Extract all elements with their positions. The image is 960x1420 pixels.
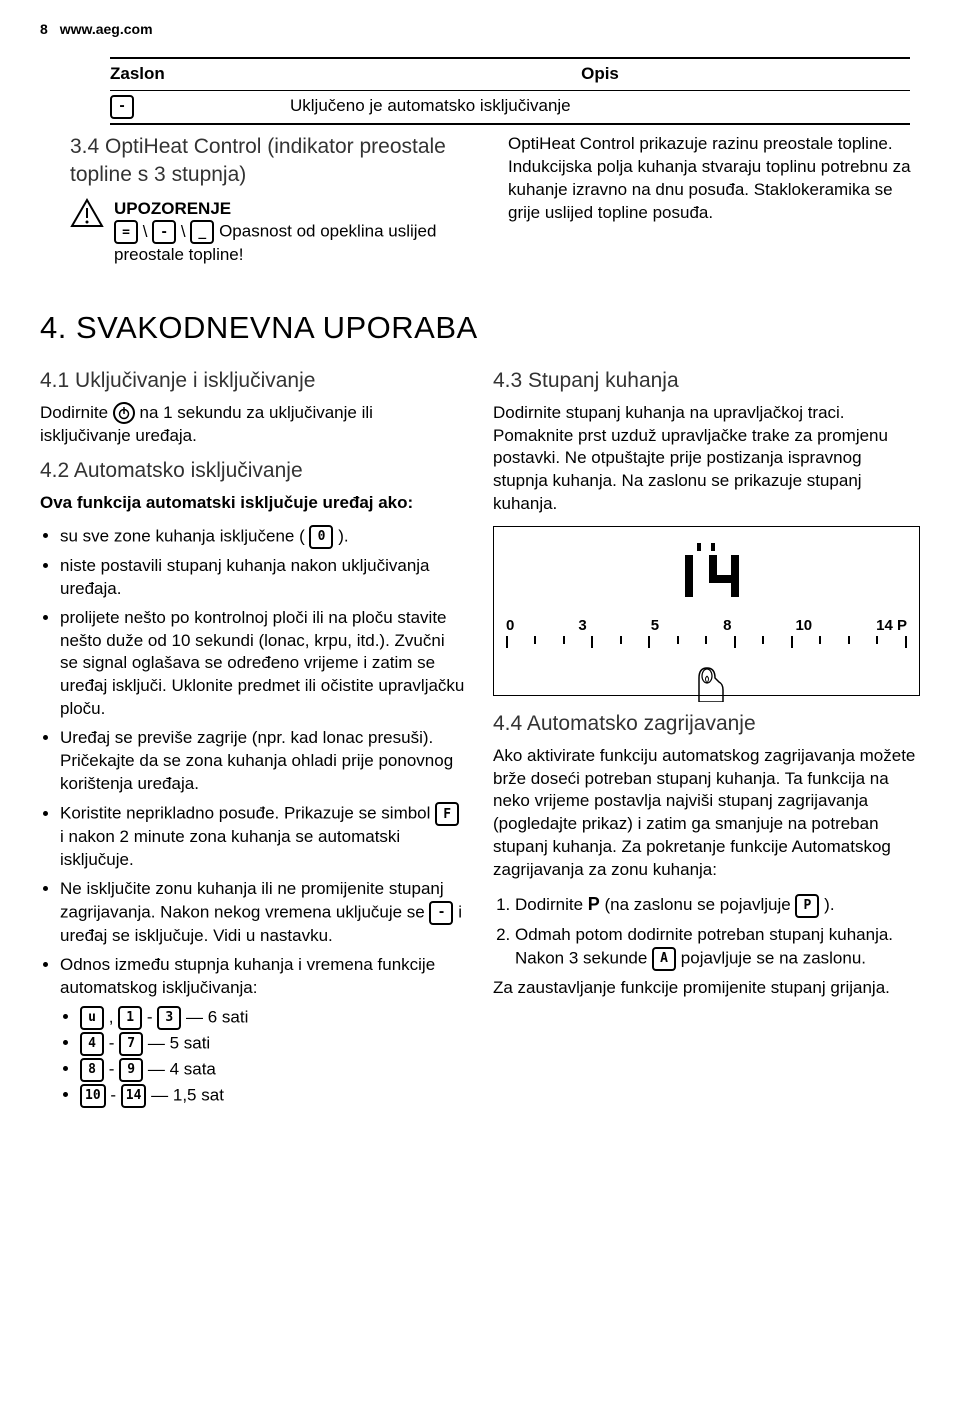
power-icon [113, 402, 135, 424]
td-symbol: - [110, 95, 290, 119]
list-item: Dodirnite P (na zaslonu se pojavljuje P … [515, 892, 920, 918]
ol2b: pojavljuje se na zaslonu. [681, 948, 866, 967]
section-4-4-steps: Dodirnite P (na zaslonu se pojavljuje P … [493, 892, 920, 970]
heat-display: 0 3 5 8 10 14 P [493, 526, 920, 696]
li5b: i nakon 2 minute zona kuhanja se automat… [60, 827, 400, 869]
list-item: Koristite neprikladno posuđe. Prikazuje … [60, 802, 467, 872]
warning-triangle-icon [70, 198, 104, 228]
ol1b: (na zaslonu se pojavljuje [605, 895, 796, 914]
s1t: — 6 sati [186, 1007, 248, 1026]
warning-label: UPOZORENJE [114, 198, 482, 221]
th-opis: Opis [290, 63, 910, 86]
symbol-dash: - [110, 95, 134, 119]
li1a: su sve zone kuhanja isključene ( [60, 526, 309, 545]
ol1c: ). [824, 895, 834, 914]
li5a: Koristite neprikladno posuđe. Prikazuje … [60, 804, 435, 823]
section-4-1-title: 4.1 Uključivanje i isključivanje [40, 367, 467, 395]
sym: u [80, 1006, 104, 1030]
sym: 9 [119, 1058, 143, 1082]
warning-symbols: = \ - \ _ [114, 222, 219, 241]
section-4-2-list: su sve zone kuhanja isključene ( 0 ). ni… [40, 525, 467, 1000]
th-zaslon: Zaslon [110, 63, 290, 86]
optiheat-desc: OptiHeat Control prikazuje razinu preost… [508, 133, 920, 225]
list-item: Odmah potom dodirnite potreban stupanj k… [515, 924, 920, 971]
list-item: prolijete nešto po kontrolnoj ploči ili … [60, 607, 467, 722]
section-4-4-title: 4.4 Automatsko zagrijavanje [493, 710, 920, 738]
scale-14p: 14 P [876, 616, 907, 636]
section-4-title: 4. SVAKODNEVNA UPORABA [40, 307, 920, 349]
sym-zero: 0 [309, 525, 333, 549]
time-sublist: u , 1 - 3 — 6 sati 4 - 7 — 5 sati 8 - 9 … [40, 1006, 467, 1108]
table-row: - Uključeno je automatsko isključivanje [110, 91, 910, 125]
optiheat-left: 3.4 OptiHeat Control (indikator preostal… [40, 133, 482, 268]
list-item: 8 - 9 — 4 sata [80, 1058, 467, 1082]
section-4-3-title: 4.3 Stupanj kuhanja [493, 367, 920, 395]
section-4-body: 4.1 Uključivanje i isključivanje Dodirni… [40, 367, 920, 1110]
sym: 3 [157, 1006, 181, 1030]
p-char: P [588, 894, 600, 914]
warning-block: UPOZORENJE = \ - \ _ Opasnost od opeklin… [70, 198, 482, 268]
sym-p: P [795, 894, 819, 918]
sym: 1 [118, 1006, 142, 1030]
li6a: Ne isključite zonu kuhanja ili ne promij… [60, 879, 444, 921]
display-table: Zaslon Opis - Uključeno je automatsko is… [110, 57, 910, 125]
sym: 10 [80, 1084, 106, 1108]
seven-seg-readout [500, 541, 913, 610]
s3t: — 4 sata [148, 1059, 216, 1078]
section-4-1-text: Dodirnite na 1 sekundu za uključivanje i… [40, 402, 467, 448]
sym: 14 [121, 1084, 147, 1108]
warning-content: UPOZORENJE = \ - \ _ Opasnost od opeklin… [114, 198, 482, 268]
scale-0: 0 [506, 616, 514, 636]
ol1a: Dodirnite [515, 895, 588, 914]
scale-10: 10 [795, 616, 812, 636]
list-item: su sve zone kuhanja isključene ( 0 ). [60, 525, 467, 549]
list-item: u , 1 - 3 — 6 sati [80, 1006, 467, 1030]
t-4-1-a: Dodirnite [40, 403, 113, 422]
section-4-4-text: Ako aktivirate funkciju automatskog zagr… [493, 745, 920, 883]
sym: 7 [119, 1032, 143, 1056]
optiheat-right: OptiHeat Control prikazuje razinu preost… [508, 133, 920, 268]
section-4-3-text: Dodirnite stupanj kuhanja na upravljačko… [493, 402, 920, 517]
page-header: 8 www.aeg.com [40, 20, 920, 39]
list-item: Uređaj se previše zagrije (npr. kad lona… [60, 727, 467, 796]
sym-c: _ [190, 220, 214, 244]
sym-f: F [435, 802, 459, 826]
section-4-2-title: 4.2 Automatsko isključivanje [40, 457, 467, 485]
site-url: www.aeg.com [60, 21, 153, 37]
list-item: Odnos između stupnja kuhanja i vremena f… [60, 954, 467, 1000]
sym: 4 [80, 1032, 104, 1056]
scale-5: 5 [651, 616, 659, 636]
li1b: ). [338, 526, 348, 545]
page-number: 8 [40, 21, 48, 37]
section-4-2-lead: Ova funkcija automatski isključuje uređa… [40, 492, 467, 515]
section-3-4-title: 3.4 OptiHeat Control (indikator preostal… [70, 133, 482, 190]
sym-a: = [114, 220, 138, 244]
table-header: Zaslon Opis [110, 57, 910, 91]
optiheat-section: 3.4 OptiHeat Control (indikator preostal… [40, 133, 920, 268]
list-item: 4 - 7 — 5 sati [80, 1032, 467, 1056]
right-column: 4.3 Stupanj kuhanja Dodirnite stupanj ku… [493, 367, 920, 1110]
list-item: 10 - 14 — 1,5 sat [80, 1084, 467, 1108]
scale-3: 3 [578, 616, 586, 636]
finger-icon [500, 646, 913, 709]
sym-dash2: - [429, 901, 453, 925]
list-item: Ne isključite zonu kuhanja ili ne promij… [60, 878, 467, 948]
scale-8: 8 [723, 616, 731, 636]
s4t: — 1,5 sat [151, 1085, 224, 1104]
scale-labels: 0 3 5 8 10 14 P [500, 616, 913, 636]
sym: 8 [80, 1058, 104, 1082]
section-4-4-tail: Za zaustavljanje funkcije promijenite st… [493, 977, 920, 1000]
sym-b: - [152, 220, 176, 244]
td-desc: Uključeno je automatsko isključivanje [290, 95, 910, 119]
s2t: — 5 sati [148, 1033, 210, 1052]
sym-a: A [652, 947, 676, 971]
left-column: 4.1 Uključivanje i isključivanje Dodirni… [40, 367, 467, 1110]
list-item: niste postavili stupanj kuhanja nakon uk… [60, 555, 467, 601]
